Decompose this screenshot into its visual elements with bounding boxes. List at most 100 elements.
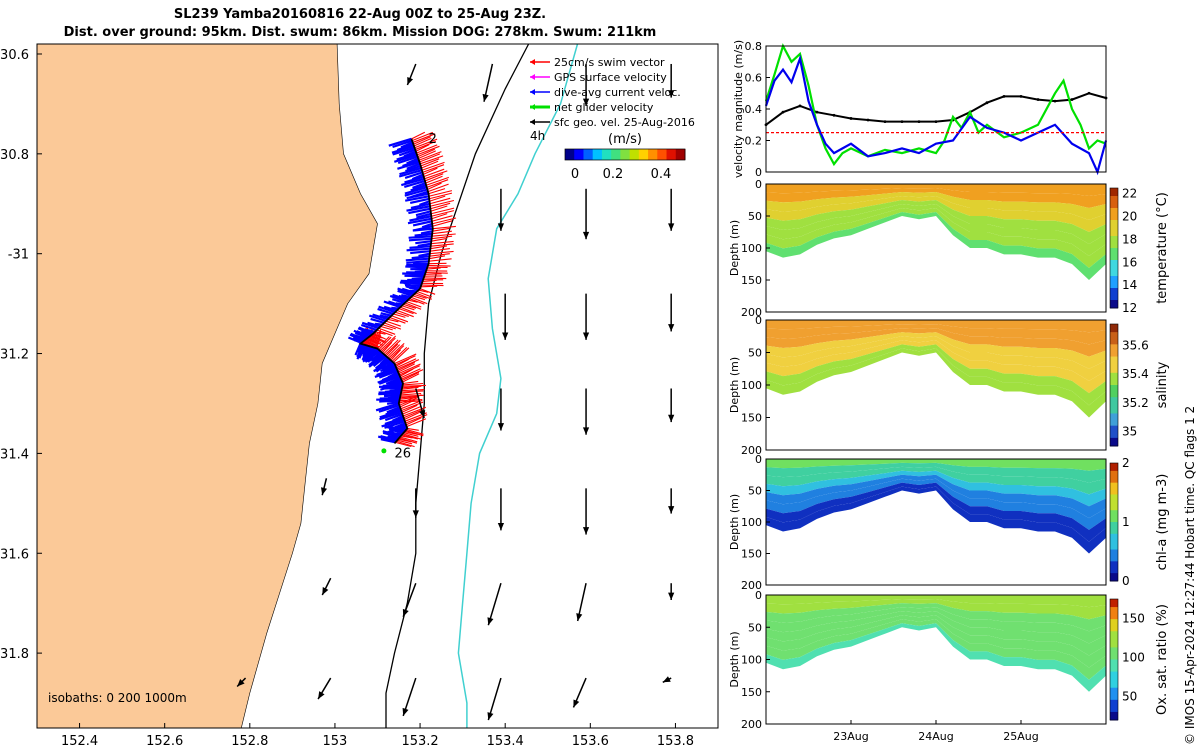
swim-vector	[401, 386, 419, 390]
current-vector	[361, 344, 368, 356]
swim-vector	[377, 336, 390, 349]
swim-vector	[430, 202, 451, 210]
heatmap-colorbar-segment	[1110, 671, 1118, 677]
map-colorbar-segment	[565, 149, 575, 160]
heatmap-colorbar-tick: 18	[1122, 232, 1137, 246]
heatmap-colorbar-segment	[1110, 561, 1118, 566]
current-vector	[375, 357, 390, 370]
heatmap-2: 0 50 100 150 200 Depth (m) 0 1 2 chl-a (mg m-3)	[728, 453, 1170, 592]
current-vector	[396, 143, 414, 152]
current-vector	[412, 182, 426, 189]
current-vector	[408, 237, 432, 242]
current-vector	[374, 368, 398, 378]
swim-vector	[399, 399, 416, 408]
heatmap-colorbar-segment	[1110, 196, 1118, 201]
heatmap-colorbar-segment	[1110, 372, 1118, 378]
swim-vector	[409, 298, 425, 305]
swim-vector	[382, 324, 396, 330]
heatmap-colorbar-segment	[1110, 482, 1118, 488]
swim-vector	[403, 432, 419, 437]
swim-vector	[406, 300, 422, 308]
map-colorbar-segment	[657, 149, 668, 160]
heatmap-colorbar-segment	[1110, 380, 1118, 386]
heatmap-layer	[766, 196, 1106, 232]
heatmap-colorbar-segment	[1110, 599, 1118, 604]
heatmap-colorbar-segment	[1110, 204, 1118, 209]
current-vector	[377, 435, 397, 443]
heatmap-layer	[766, 200, 1106, 244]
swim-vector	[391, 315, 409, 323]
swim-vector	[389, 317, 406, 324]
heatmap-colorbar-frame	[1109, 323, 1119, 447]
swim-vector	[432, 220, 453, 227]
heatmap-layer	[766, 332, 1106, 369]
swim-vector	[401, 305, 415, 311]
swim-vector	[389, 345, 405, 360]
heatmap-layer	[766, 336, 1106, 381]
velocity-arrow-head	[582, 98, 590, 106]
swim-vector	[411, 131, 434, 142]
legend-swatch-head	[530, 89, 535, 95]
map-colorbar-segment	[629, 149, 640, 160]
heatmap-colorbar-segment	[1110, 463, 1118, 468]
swim-vector	[414, 138, 438, 149]
heatmap-colorbar-segment	[1110, 208, 1118, 213]
swim-vector	[415, 144, 430, 152]
velocity-point	[1036, 98, 1040, 101]
heatmap-colorbar-segment	[1110, 433, 1118, 439]
swim-vector	[398, 308, 414, 315]
heatmap-colorbar-segment	[1110, 397, 1118, 402]
heatmap-colorbar-segment	[1110, 541, 1118, 547]
heatmap-layer	[766, 324, 1106, 345]
map-colorbar-segment	[611, 149, 621, 160]
velocity-y-tick-label: 0	[755, 166, 762, 179]
swim-vector	[430, 245, 447, 250]
swim-vector	[396, 359, 420, 370]
map-y-tick-label: 30.6	[0, 48, 29, 63]
swim-vector	[432, 217, 457, 225]
heatmap-colorbar-segment	[1110, 667, 1118, 673]
swim-vector	[384, 339, 401, 356]
heatmap-layer	[766, 184, 1106, 196]
current-vector	[420, 230, 433, 235]
heatmap-colorbar-segment	[1110, 529, 1118, 535]
current-vector	[418, 252, 431, 258]
heatmap-colorbar-segment	[1110, 356, 1118, 362]
swim-vector	[431, 235, 453, 240]
swim-vector	[426, 267, 441, 270]
heatmap-layer	[766, 462, 1106, 483]
swim-vector	[410, 296, 428, 305]
swim-vector	[399, 365, 420, 376]
heatmap-colorbar-segment	[1110, 385, 1118, 390]
swim-vector	[401, 404, 418, 413]
current-vector	[378, 369, 398, 379]
current-vector	[401, 294, 412, 299]
swim-vector	[423, 168, 445, 178]
swim-vector	[407, 427, 419, 431]
glider-track-line	[358, 138, 434, 444]
swim-vector	[430, 205, 448, 212]
heatmap-colorbar-segment	[1110, 429, 1118, 435]
heatmap-layer	[766, 459, 1106, 471]
heatmap-colorbar-segment	[1110, 336, 1118, 341]
velocity-point	[900, 120, 904, 123]
heatmap-colorbar-segment	[1110, 348, 1118, 353]
heatmap-y-tick-label: 0	[755, 453, 762, 466]
current-vector	[380, 312, 392, 317]
current-vector	[388, 300, 403, 307]
heatmap-colorbar-segment	[1110, 647, 1118, 652]
velocity-arrow-head	[407, 76, 414, 85]
heatmap-colorbar-segment	[1110, 474, 1118, 480]
heatmap-colorbar-segment	[1110, 498, 1118, 503]
current-vector	[384, 416, 404, 425]
swim-vector	[420, 158, 440, 167]
current-vector	[415, 240, 432, 245]
swim-vector	[400, 390, 416, 395]
swim-vector	[386, 344, 401, 358]
heatmap-colorbar-segment	[1110, 466, 1118, 472]
heatmap-colorbar-segment	[1110, 216, 1118, 221]
heatmap-colorbar-frame	[1109, 187, 1119, 309]
map-y-tick-label: 31.6	[0, 547, 29, 562]
legend-swatch-head	[530, 74, 535, 80]
